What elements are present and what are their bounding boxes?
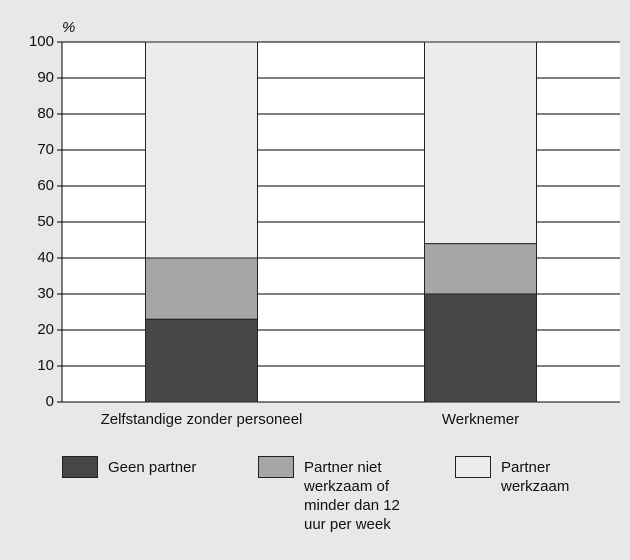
bar-segment [145,257,258,320]
y-tick-label: 90 [37,69,54,86]
y-tick-label: 50 [37,213,54,230]
y-tick-label: 60 [37,177,54,194]
y-tick-label: 40 [37,249,54,266]
legend-label: Partner niet werkzaam of minder dan 12 u… [304,459,400,533]
bar-segment [424,293,537,403]
bar-segment [145,41,258,259]
y-tick-label: 20 [37,321,54,338]
bar-segment [145,318,258,403]
y-tick-label: 0 [46,393,54,410]
x-tick-label: Werknemer [442,411,519,428]
bar-segment [424,41,537,245]
y-tick-label: 70 [37,141,54,158]
legend-label: Geen partner [108,459,197,476]
legend-label: Partner werkzaam [501,459,570,495]
y-tick-label: 80 [37,105,54,122]
bar-segment [424,243,537,295]
y-tick-label: 30 [37,285,54,302]
legend-swatch [455,456,491,478]
legend-swatch [258,456,294,478]
y-tick-label: 100 [29,33,54,50]
y-tick-label: 10 [37,357,54,374]
y-axis-label: % [62,19,75,36]
legend-swatch [62,456,98,478]
x-tick-label: Zelfstandige zonder personeel [101,411,303,428]
